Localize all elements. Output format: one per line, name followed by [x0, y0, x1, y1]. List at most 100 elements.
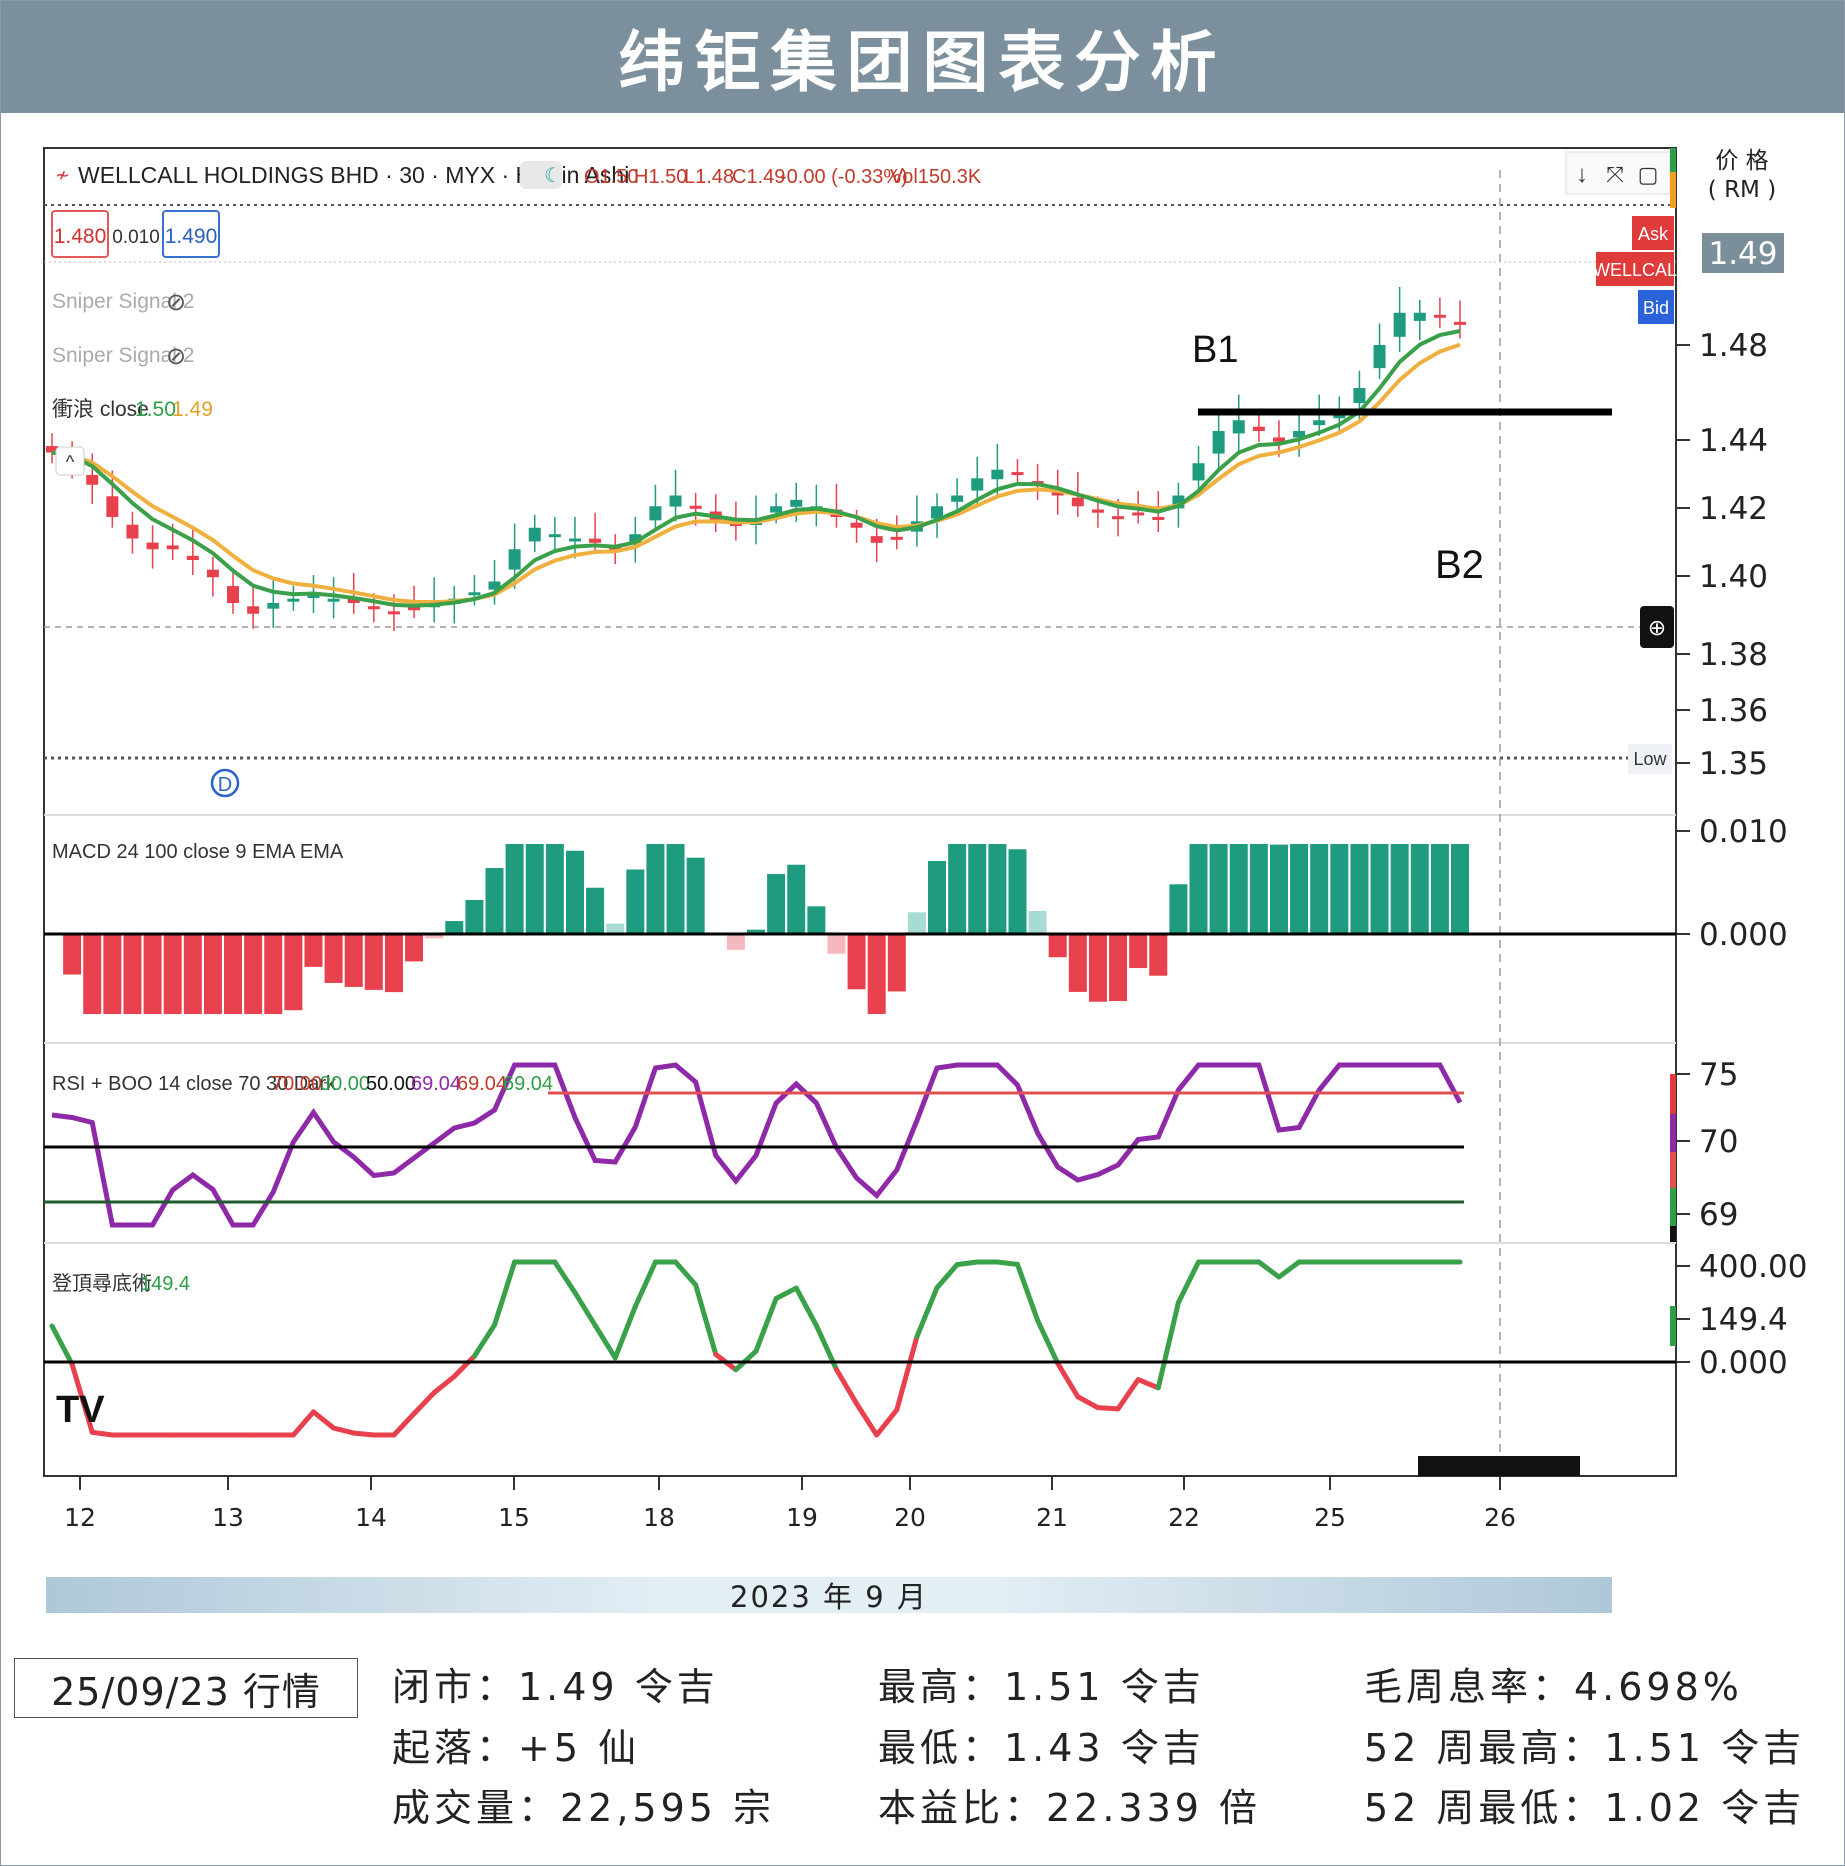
macd-bar: [244, 934, 263, 1014]
osc-segment: [290, 1409, 316, 1438]
osc-segment: [351, 1430, 377, 1438]
collapse-icon[interactable]: ⤧: [1606, 162, 1624, 187]
candle-body: [468, 592, 481, 596]
osc-segment: [693, 1282, 719, 1357]
osc-segment: [673, 1259, 699, 1288]
arrow-down-icon[interactable]: ↓: [1576, 161, 1588, 188]
macd-bar: [948, 844, 967, 934]
macd-bar: [83, 934, 102, 1014]
ask-box[interactable]: [162, 210, 220, 258]
rsi-tick-2: 70: [1699, 1124, 1738, 1160]
osc-segment: [612, 1303, 638, 1361]
osc-segment: [1095, 1405, 1121, 1412]
osc-segment: [632, 1259, 658, 1309]
rsi-val-1: 70.00: [272, 1073, 322, 1095]
candle-body: [347, 598, 360, 603]
bid-tag: [1638, 290, 1674, 324]
macd-bar: [686, 857, 705, 934]
d-marker: [210, 768, 240, 798]
osc-segment: [411, 1390, 437, 1417]
candle-body: [1433, 314, 1446, 318]
macd-bar: [1290, 844, 1309, 934]
collapse-button[interactable]: [55, 446, 85, 476]
low-tag: [1628, 744, 1672, 774]
candle-body: [387, 611, 400, 615]
candle-body: [770, 506, 783, 513]
price-unit-1: 价 格: [1715, 148, 1768, 174]
candle-body: [508, 549, 521, 570]
macd-bar: [224, 934, 243, 1014]
macd-bar: [405, 934, 424, 962]
candle-body: [1212, 431, 1225, 454]
macd-bar: [626, 869, 645, 934]
macd-bar: [445, 921, 464, 934]
rsi-polyline: [51, 1062, 1463, 1228]
osc-segment: [391, 1411, 417, 1438]
osc-segment: [89, 1429, 115, 1438]
macd-bar: [143, 934, 162, 1014]
price-tick-5: 1.38: [1699, 637, 1768, 673]
candle-body: [850, 522, 863, 528]
candle-body: [86, 474, 99, 485]
sniper-signal-1: Sniper Signal 2: [52, 290, 194, 313]
macd-bar: [183, 934, 202, 1014]
macd-bar: [827, 934, 846, 954]
symbol-tag-text: WELLCAL: [1593, 260, 1677, 280]
candle-body: [589, 538, 602, 543]
price-tick-4: 1.40: [1699, 559, 1768, 595]
osc-segment: [552, 1259, 578, 1296]
candle-body: [186, 555, 199, 560]
osc-segment: [1014, 1261, 1041, 1323]
osc-segment: [954, 1259, 980, 1268]
osc-segment: [1135, 1377, 1161, 1391]
osc-segment: [310, 1409, 337, 1431]
stat-low: 最低：1.43 令吉: [878, 1726, 1205, 1770]
crosshair-add-button[interactable]: [1640, 606, 1674, 648]
x-tick-label: 14: [355, 1503, 387, 1532]
maximize-icon[interactable]: ▢: [1638, 162, 1659, 187]
macd-bar: [1088, 934, 1107, 1002]
osc-segment: [451, 1353, 477, 1379]
x-tick-label: 13: [212, 1503, 244, 1532]
bid-box[interactable]: [51, 210, 109, 258]
osc-segment: [69, 1361, 95, 1435]
bid-tag-text: Bid: [1643, 298, 1669, 318]
timeline-scroll-handle[interactable]: [1418, 1456, 1580, 1476]
macd-bar: [1310, 844, 1329, 934]
candle-body: [227, 586, 240, 603]
wave-value-2: 1.49: [172, 398, 213, 421]
candle-body: [1373, 345, 1386, 369]
plus-circle-icon: ⊕: [1648, 615, 1666, 640]
macd-bar: [284, 934, 303, 1011]
x-tick-label: 20: [894, 1503, 926, 1532]
hidden-eye-icon-1: ⊘: [166, 289, 186, 316]
osc-segment: [773, 1285, 799, 1302]
ohlc-change: -0.00 (-0.33%): [780, 166, 908, 188]
osc-segment: [492, 1259, 518, 1328]
candle-body: [790, 499, 803, 507]
candle-body: [890, 536, 903, 540]
rsi-tick-1: 75: [1699, 1057, 1738, 1093]
candle-body: [971, 478, 984, 491]
stat-change: 起落：+5 仙: [392, 1726, 641, 1770]
candle-body: [488, 581, 501, 590]
visibility-toggle[interactable]: [520, 161, 562, 189]
candle-body: [1071, 497, 1084, 507]
b1-label: B1: [1192, 329, 1238, 371]
x-axis: 12 13 14 15 18 19 20 21 22 25 26: [64, 1476, 1516, 1532]
d-marker-label: D: [218, 774, 232, 796]
oscillator-line: [49, 1259, 1463, 1438]
osc-segment: [894, 1334, 920, 1413]
candle-body: [1112, 516, 1125, 520]
rsi-val-5: 69.04: [457, 1073, 507, 1095]
candle-body: [206, 569, 219, 578]
candle-body: [1011, 472, 1024, 476]
rsi-val-6: 69.04: [503, 1073, 553, 1095]
ask-tag: [1632, 216, 1674, 250]
osc-segment: [874, 1407, 900, 1438]
osc-segment: [753, 1296, 779, 1354]
stat-dividend-yield: 毛周息率：4.698%: [1364, 1665, 1743, 1709]
macd-bar: [767, 874, 786, 934]
macd-bar: [545, 844, 564, 934]
macd-bar: [666, 844, 685, 934]
